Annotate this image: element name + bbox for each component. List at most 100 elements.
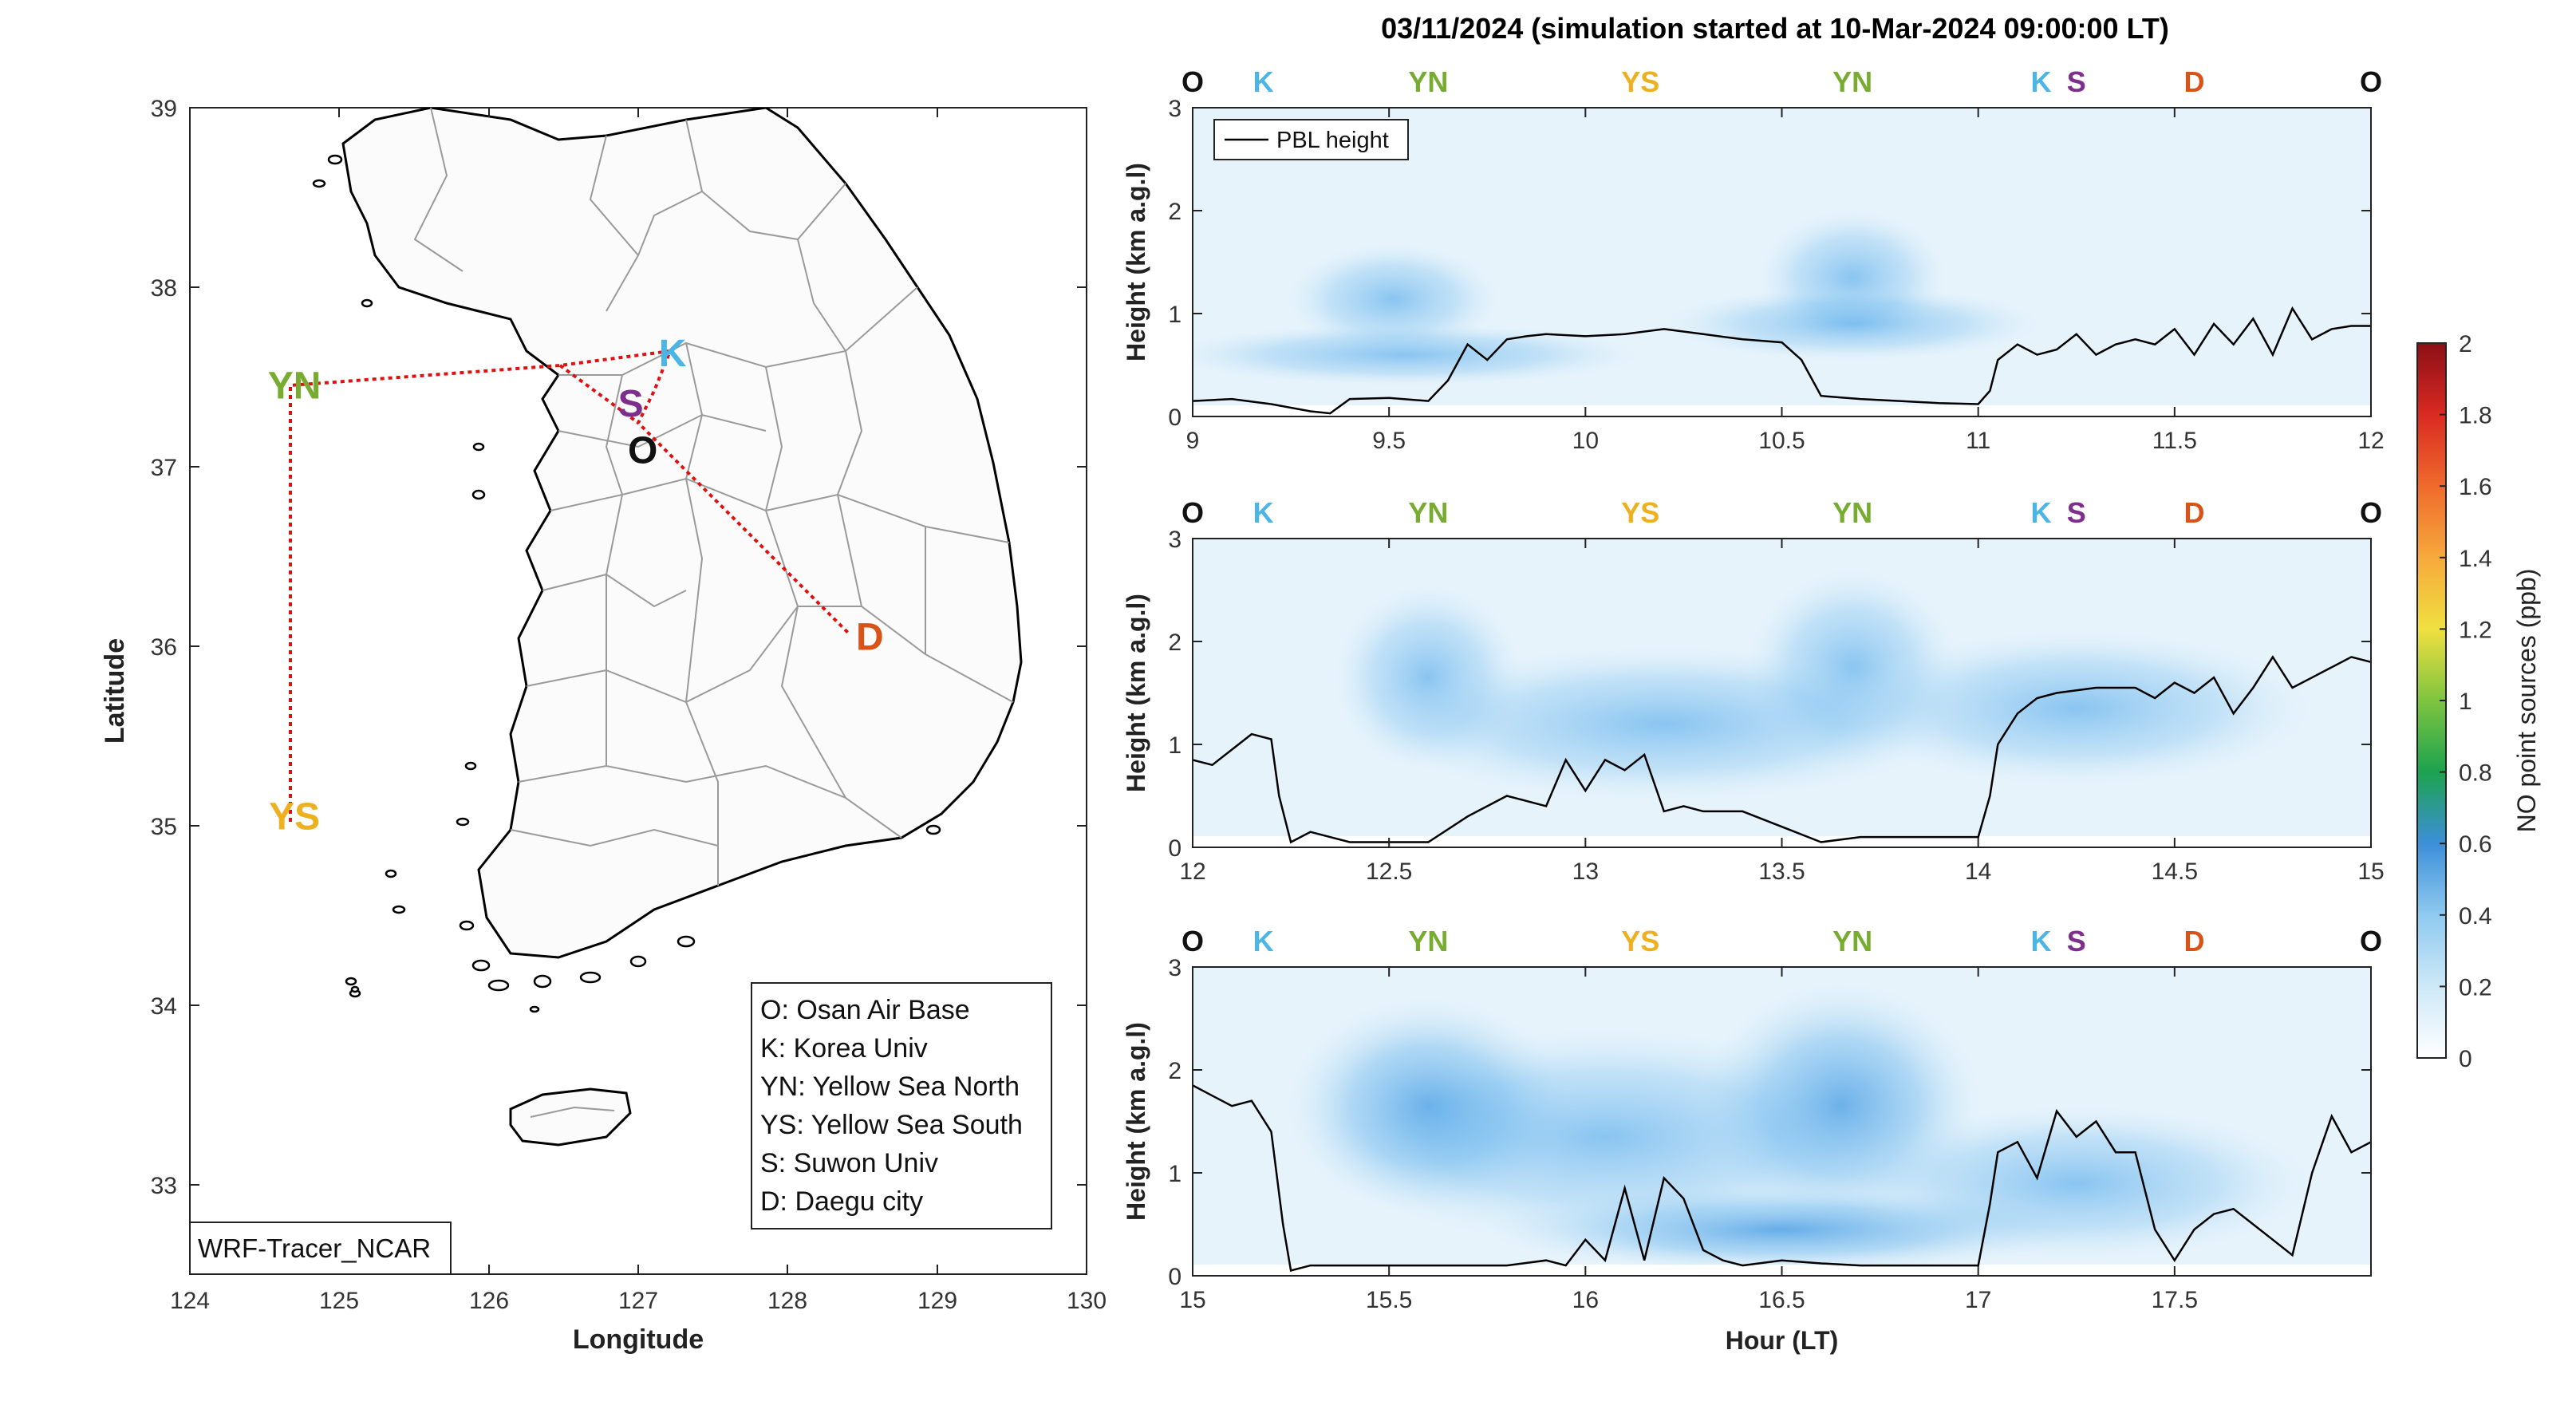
map-landmass: [289, 108, 1023, 1147]
y-tick-label: 3: [1168, 96, 1181, 122]
colorbar-tick-label: 1.8: [2459, 403, 2492, 429]
station-strip-yn: YN: [1408, 65, 1448, 98]
colorbar-tick-label: 0.4: [2459, 903, 2492, 930]
station-strip-yn: YN: [1832, 65, 1872, 98]
x-tick-label: 12: [2357, 428, 2384, 454]
map-ytick-label: 33: [151, 1173, 177, 1199]
station-legend-box: [751, 982, 1052, 1229]
colorbar-label: NO point sources (ppb): [2512, 569, 2541, 833]
model-label: WRF-Tracer_NCAR: [189, 1222, 452, 1275]
map-xlabel: Longitude: [573, 1324, 704, 1355]
pbl-legend-box: [1213, 119, 1409, 160]
map-xtick-label: 126: [469, 1288, 509, 1314]
y-tick-label: 2: [1168, 630, 1181, 656]
plume-concentration: [1193, 323, 1641, 386]
x-tick-label: 15: [1179, 1287, 1205, 1313]
x-tick-label: 9.5: [1372, 428, 1406, 454]
station-legend-entry: K: Korea Univ: [760, 1033, 928, 1064]
figure-title: 03/11/2024 (simulation started at 10-Mar…: [1381, 12, 2169, 45]
station-strip-s: S: [2067, 925, 2086, 957]
x-tick-label: 10.5: [1758, 428, 1805, 454]
x-tick-label: 16: [1572, 1287, 1599, 1313]
map-ytick-label: 35: [151, 814, 177, 840]
colorbar-tick-label: 0: [2459, 1046, 2472, 1072]
station-strip-k: K: [2030, 65, 2051, 98]
station-strip-ys: YS: [1621, 65, 1659, 98]
pbl-legend: PBL height: [1213, 119, 1409, 160]
station-strip-k: K: [1253, 496, 1274, 529]
plume-concentration: [1369, 646, 1959, 801]
station-strip-k: K: [2030, 925, 2051, 957]
y-tick-label: 3: [1168, 955, 1181, 981]
colorbar-ticks: 0 0.2 0.4 0.6 0.8 1 1.2 1.4 1.6 1.8 2: [2440, 331, 2492, 1072]
station-strip-k: K: [1253, 65, 1274, 98]
station-strip-o: O: [1181, 496, 1204, 529]
x-tick-label: 9: [1186, 428, 1200, 454]
plume-concentration: [1663, 286, 2041, 361]
map-panel: K YN SO YS D 124 125 126 127 128 129 130 33 …: [100, 96, 1107, 1355]
y-tick-label: 1: [1168, 302, 1181, 328]
map-y-ticks: 33 34 35 36 37 38 39: [151, 96, 177, 1199]
admin-boundaries: [413, 108, 1014, 886]
y-tick-label: 0: [1168, 835, 1181, 862]
pbl-height-line: [1193, 655, 2371, 844]
curtain-panel-3: 15 15.5 16 16.5 17 17.5 0 1 2 3 Height (km a.g.l) H…: [1122, 925, 2382, 1355]
map-xtick-label: 125: [319, 1288, 359, 1314]
y-tick-label: 2: [1168, 199, 1181, 225]
x-tick-label: 15.5: [1366, 1287, 1412, 1313]
station-legend-entry: D: Daegu city: [760, 1186, 923, 1217]
station-legend-entry: S: Suwon Univ: [760, 1148, 938, 1178]
colorbar-tick-label: 2: [2459, 331, 2472, 357]
map-station-d: D: [856, 617, 884, 659]
y-tick-label: 2: [1168, 1058, 1181, 1084]
station-strip-ys: YS: [1621, 496, 1659, 529]
map-xtick-label: 124: [170, 1288, 210, 1314]
map-xtick-label: 130: [1067, 1288, 1107, 1314]
panel-ylabel: Height (km a.g.l): [1122, 594, 1150, 792]
map-ytick-label: 39: [151, 96, 177, 122]
station-strip-d: D: [2183, 925, 2204, 957]
map-station-yn: YN: [268, 365, 322, 408]
map-xtick-label: 127: [618, 1288, 658, 1314]
colorbar-tick-label: 1.2: [2459, 617, 2492, 643]
x-tick-label: 12: [1179, 858, 1205, 885]
map-xtick-label: 128: [767, 1288, 807, 1314]
station-strip-yn: YN: [1832, 925, 1872, 957]
panel-ylabel: Height (km a.g.l): [1122, 163, 1150, 361]
model-label-text: WRF-Tracer_NCAR: [198, 1233, 431, 1263]
plume-concentration: [1840, 631, 2313, 786]
station-strip-o: O: [2360, 65, 2382, 98]
colorbar-tick-label: 1.6: [2459, 474, 2492, 500]
x-tick-label: 11.5: [2152, 428, 2197, 454]
map-ytick-label: 34: [151, 993, 177, 1020]
station-legend-entry: O: Osan Air Base: [760, 995, 970, 1025]
station-strip-k: K: [2030, 496, 2051, 529]
colorbar-tick-label: 0.6: [2459, 831, 2492, 858]
station-strip-yn: YN: [1832, 496, 1872, 529]
map-station-ys: YS: [269, 795, 320, 838]
x-tick-label: 15: [2357, 858, 2384, 885]
colorbar: 0 0.2 0.4 0.6 0.8 1 1.2 1.4 1.6 1.8 2 NO point sou…: [2416, 331, 2541, 1072]
map-station-k: K: [659, 333, 687, 375]
model-label-box: [189, 1222, 452, 1275]
y-tick-label: 0: [1168, 1264, 1181, 1290]
x-tick-label: 13.5: [1758, 858, 1805, 885]
y-tick-label: 0: [1168, 405, 1181, 431]
pbl-height-line: [1193, 1084, 2371, 1273]
plume-concentration: [1310, 1028, 1900, 1245]
pbl-legend-label: PBL height: [1276, 128, 1389, 153]
y-tick-label: 3: [1168, 527, 1181, 553]
station-strip-ys: YS: [1621, 925, 1659, 957]
station-strip-s: S: [2067, 65, 2086, 98]
station-strip-k: K: [1253, 925, 1274, 957]
map-ylabel: Latitude: [100, 638, 130, 744]
station-strip-d: D: [2183, 65, 2204, 98]
map-station-o: O: [628, 430, 657, 472]
station-strip-o: O: [1181, 925, 1204, 957]
x-tick-label: 13: [1572, 858, 1599, 885]
map-ytick-label: 36: [151, 634, 177, 661]
